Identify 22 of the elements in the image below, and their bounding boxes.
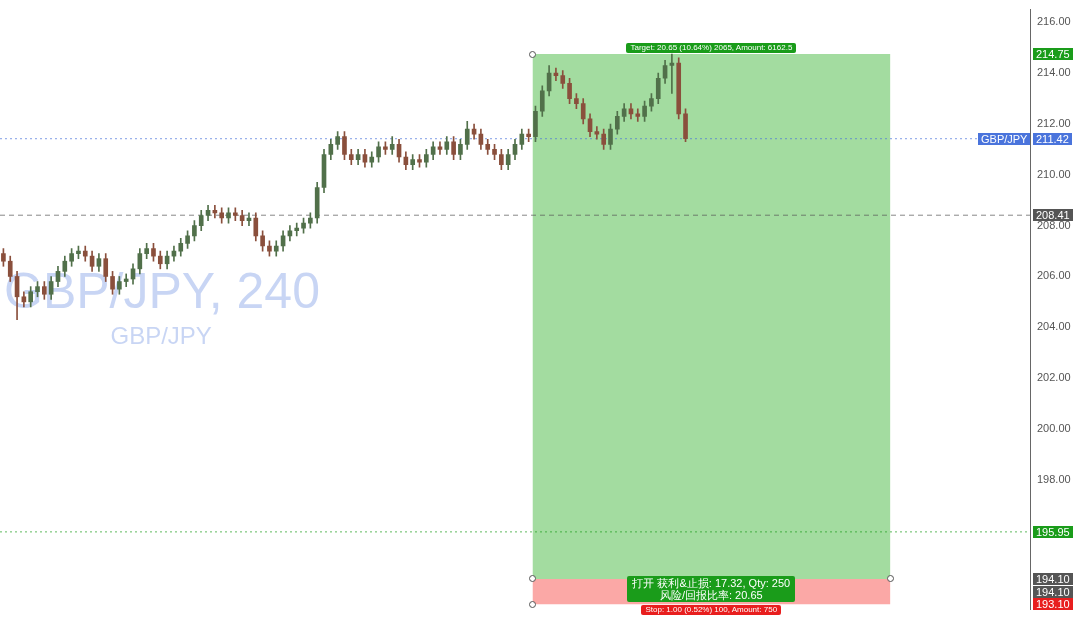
text: 211.42 [1033, 132, 1072, 145]
annotation: 打开 获利&止损: 17.32, Qty: 250 风险/回报比率: 20.65 [627, 575, 796, 602]
y-tick-label: 198.00 [1037, 472, 1071, 485]
candlestick [294, 222, 300, 237]
text: 194.10 [1033, 585, 1073, 598]
text: 214.75 [1033, 48, 1073, 61]
y-tick-label: 202.00 [1037, 371, 1071, 384]
text: 194.10 [1033, 572, 1073, 585]
y-tick-label: 210.00 [1037, 167, 1071, 180]
band-label: Target: 20.65 (10.64%) 2065, Amount: 6162.5 [626, 43, 797, 54]
ref-line-label: GBP/JPY [978, 132, 1031, 145]
band-label: Stop: 1.00 (0.52%) 100, Amount: 750 [641, 605, 782, 616]
y-tick-label: 204.00 [1037, 320, 1071, 333]
candlestick [635, 108, 641, 122]
y-tick-label: 212.00 [1037, 117, 1071, 129]
y-tick-label: 206.00 [1037, 269, 1071, 282]
text: 208.41 [1033, 209, 1073, 222]
text: 193.10 [1033, 598, 1073, 611]
y-tick-label: 214.00 [1037, 66, 1071, 79]
y-tick-label: 216.00 [1037, 15, 1071, 28]
text: 195.95 [1033, 525, 1073, 538]
y-tick-label: 200.00 [1037, 421, 1071, 434]
